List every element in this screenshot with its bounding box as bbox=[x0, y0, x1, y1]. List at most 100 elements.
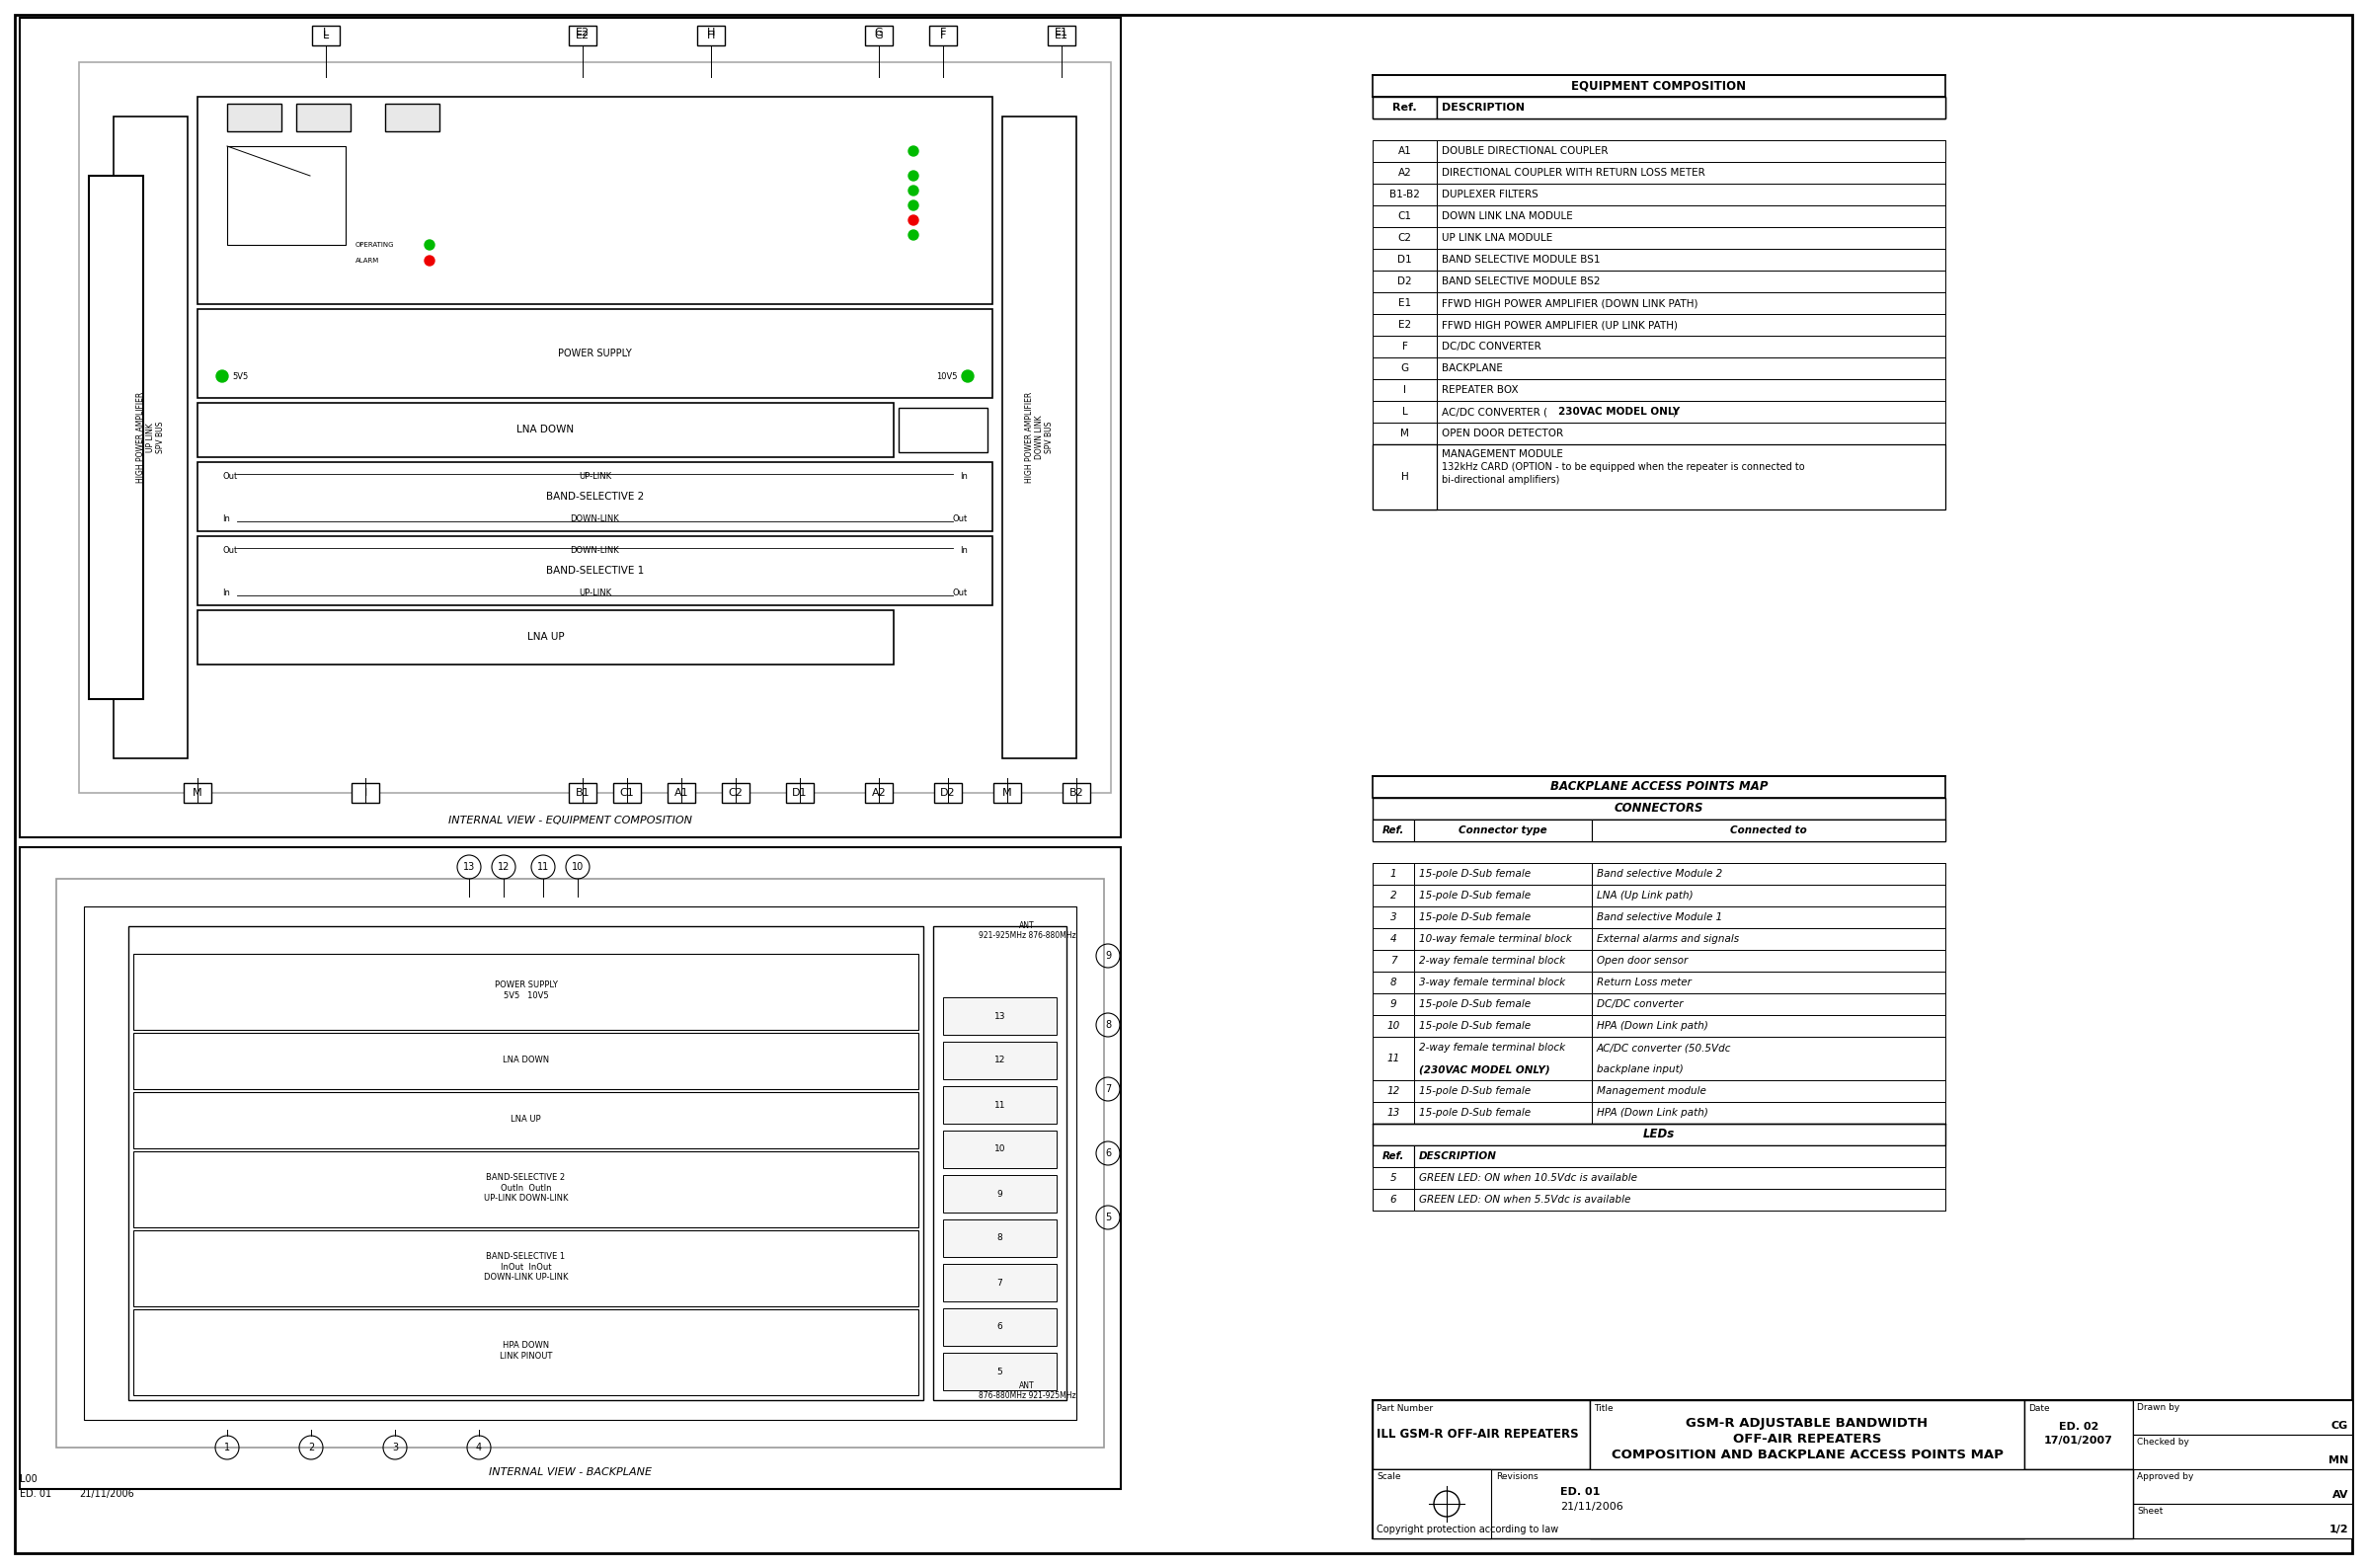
Bar bbox=[942, 1041, 1056, 1079]
Text: Checked by: Checked by bbox=[2137, 1438, 2189, 1447]
Bar bbox=[1373, 820, 1413, 842]
Bar bbox=[864, 782, 892, 803]
Bar bbox=[1373, 379, 1946, 401]
Bar bbox=[942, 1220, 1056, 1258]
Bar bbox=[1373, 227, 1946, 249]
Text: D2: D2 bbox=[940, 789, 956, 798]
Text: 5: 5 bbox=[997, 1367, 1004, 1377]
Circle shape bbox=[909, 146, 918, 155]
Bar bbox=[1593, 994, 1946, 1014]
Text: DIRECTIONAL COUPLER WITH RETURN LOSS METER: DIRECTIONAL COUPLER WITH RETURN LOSS MET… bbox=[1442, 168, 1704, 177]
Bar bbox=[1049, 25, 1075, 45]
Text: OFF-AIR REPEATERS: OFF-AIR REPEATERS bbox=[1733, 1433, 1882, 1446]
Text: LNA UP: LNA UP bbox=[528, 632, 563, 643]
Bar bbox=[1373, 162, 1946, 183]
Text: 12: 12 bbox=[994, 1055, 1006, 1065]
Bar bbox=[1593, 1014, 1946, 1036]
Text: 9: 9 bbox=[997, 1190, 1004, 1198]
Text: M: M bbox=[1004, 789, 1013, 798]
Bar bbox=[1373, 884, 1946, 906]
Text: L: L bbox=[322, 31, 329, 41]
Text: C1: C1 bbox=[620, 789, 634, 798]
Text: backplane input): backplane input) bbox=[1598, 1065, 1683, 1074]
Bar bbox=[1437, 205, 1946, 227]
Text: M: M bbox=[1401, 428, 1408, 439]
Text: DOWN-LINK: DOWN-LINK bbox=[570, 514, 620, 524]
Text: BAND SELECTIVE MODULE BS1: BAND SELECTIVE MODULE BS1 bbox=[1442, 254, 1600, 265]
Text: ED. 02: ED. 02 bbox=[2059, 1422, 2100, 1432]
Bar bbox=[1063, 782, 1091, 803]
Bar bbox=[19, 847, 1122, 1490]
Bar bbox=[1373, 314, 1437, 336]
Text: L: L bbox=[1401, 406, 1408, 417]
Bar bbox=[1437, 271, 1946, 292]
Text: MANAGEMENT MODULE: MANAGEMENT MODULE bbox=[1442, 450, 1562, 459]
Bar bbox=[1373, 140, 1946, 162]
Text: G: G bbox=[1401, 364, 1408, 373]
Bar bbox=[1373, 97, 1946, 119]
Text: 15-pole D-Sub female: 15-pole D-Sub female bbox=[1418, 999, 1531, 1010]
Text: 4: 4 bbox=[476, 1443, 483, 1452]
Bar bbox=[1413, 884, 1593, 906]
Bar bbox=[1373, 292, 1946, 314]
Text: 5: 5 bbox=[1105, 1212, 1110, 1223]
Text: D1: D1 bbox=[793, 789, 807, 798]
Text: GREEN LED: ON when 5.5Vdc is available: GREEN LED: ON when 5.5Vdc is available bbox=[1418, 1195, 1631, 1204]
Bar bbox=[1373, 227, 1437, 249]
Text: 230VAC MODEL ONLY: 230VAC MODEL ONLY bbox=[1557, 406, 1681, 417]
Bar bbox=[667, 782, 696, 803]
Bar bbox=[1413, 1189, 1946, 1210]
Bar bbox=[1373, 1189, 1946, 1210]
Bar bbox=[78, 63, 1110, 793]
Bar bbox=[1373, 292, 1437, 314]
Text: 15-pole D-Sub female: 15-pole D-Sub female bbox=[1418, 1087, 1531, 1096]
Text: BAND-SELECTIVE 2: BAND-SELECTIVE 2 bbox=[547, 492, 644, 502]
Circle shape bbox=[909, 171, 918, 180]
Bar bbox=[613, 782, 641, 803]
Text: 15-pole D-Sub female: 15-pole D-Sub female bbox=[1418, 891, 1531, 900]
Text: EQUIPMENT COMPOSITION: EQUIPMENT COMPOSITION bbox=[1572, 80, 1747, 93]
Text: 12: 12 bbox=[497, 862, 509, 872]
Bar bbox=[1413, 950, 1593, 972]
Bar bbox=[57, 878, 1103, 1447]
Text: Band selective Module 1: Band selective Module 1 bbox=[1598, 913, 1723, 922]
Text: 6: 6 bbox=[997, 1323, 1004, 1331]
Text: UP LINK LNA MODULE: UP LINK LNA MODULE bbox=[1442, 234, 1553, 243]
Text: DC/DC CONVERTER: DC/DC CONVERTER bbox=[1442, 342, 1541, 351]
Bar bbox=[1373, 358, 1946, 379]
Text: E1: E1 bbox=[1056, 28, 1068, 38]
Bar bbox=[1373, 444, 1946, 510]
Bar bbox=[1437, 249, 1946, 271]
Text: BAND-SELECTIVE 1: BAND-SELECTIVE 1 bbox=[547, 566, 644, 575]
Text: G: G bbox=[873, 28, 883, 38]
Text: ALARM: ALARM bbox=[355, 257, 379, 263]
Bar bbox=[1373, 1036, 1946, 1080]
Bar bbox=[1413, 1080, 1593, 1102]
Text: 15-pole D-Sub female: 15-pole D-Sub female bbox=[1418, 1021, 1531, 1030]
Bar bbox=[90, 176, 142, 699]
Text: Connected to: Connected to bbox=[1730, 825, 1806, 836]
Text: 17/01/2007: 17/01/2007 bbox=[2045, 1436, 2114, 1446]
Bar bbox=[133, 1231, 918, 1306]
Text: C1: C1 bbox=[1399, 212, 1411, 221]
Text: Drawn by: Drawn by bbox=[2137, 1403, 2180, 1413]
Text: In: In bbox=[961, 546, 968, 555]
Bar bbox=[1373, 336, 1437, 358]
Bar bbox=[899, 408, 987, 452]
Text: Management module: Management module bbox=[1598, 1087, 1707, 1096]
Bar bbox=[196, 610, 895, 665]
Bar bbox=[1437, 379, 1946, 401]
Bar bbox=[1593, 972, 1946, 994]
Bar bbox=[1373, 1080, 1946, 1102]
Bar bbox=[1373, 162, 1437, 183]
Text: 2: 2 bbox=[1389, 891, 1397, 900]
Text: 7: 7 bbox=[1389, 956, 1397, 966]
Bar bbox=[1373, 1189, 1413, 1210]
Bar bbox=[1373, 906, 1946, 928]
Circle shape bbox=[424, 256, 436, 265]
Text: MN: MN bbox=[2329, 1455, 2348, 1466]
Bar bbox=[196, 97, 992, 304]
Text: 10: 10 bbox=[994, 1145, 1006, 1154]
Bar bbox=[2024, 1400, 2133, 1469]
Text: AC/DC converter (50.5Vdc: AC/DC converter (50.5Vdc bbox=[1598, 1043, 1733, 1052]
